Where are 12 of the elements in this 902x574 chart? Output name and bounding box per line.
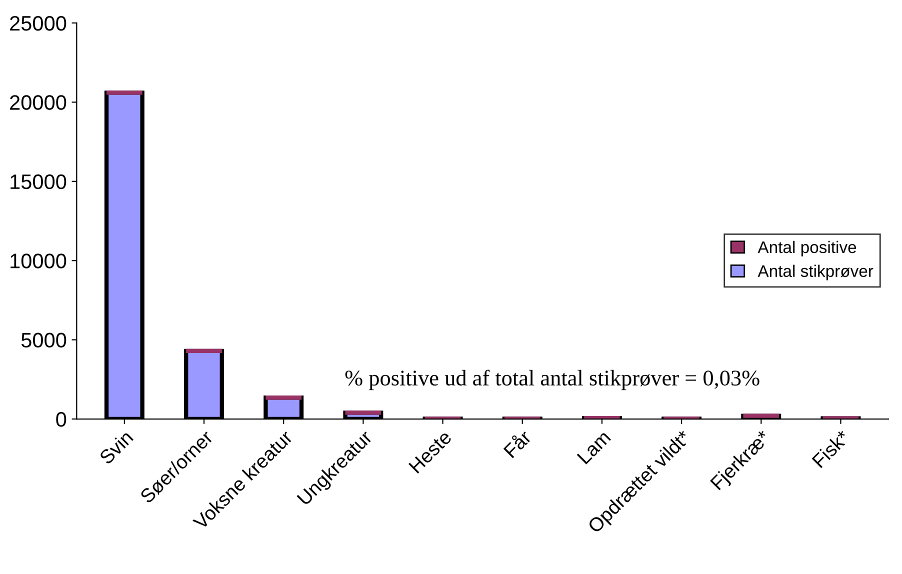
y-tick-label: 25000 xyxy=(10,16,66,31)
legend-label: Antal positive xyxy=(758,240,856,256)
x-tick-label: Får xyxy=(502,428,532,458)
y-tick-label: 5000 xyxy=(21,332,66,348)
y-tick-label: 0 xyxy=(56,412,66,427)
y-tick-label: 10000 xyxy=(10,254,66,268)
x-tick-label: Svin xyxy=(98,430,134,465)
y-tick-label: 20000 xyxy=(10,95,66,110)
y-tick-label: 15000 xyxy=(10,174,66,190)
annotation: % positive ud af total antal stikprøver = 0,03% xyxy=(345,370,760,390)
legend-label: Antal stikprøver xyxy=(758,264,874,280)
x-tick-label: Lam xyxy=(576,430,612,464)
